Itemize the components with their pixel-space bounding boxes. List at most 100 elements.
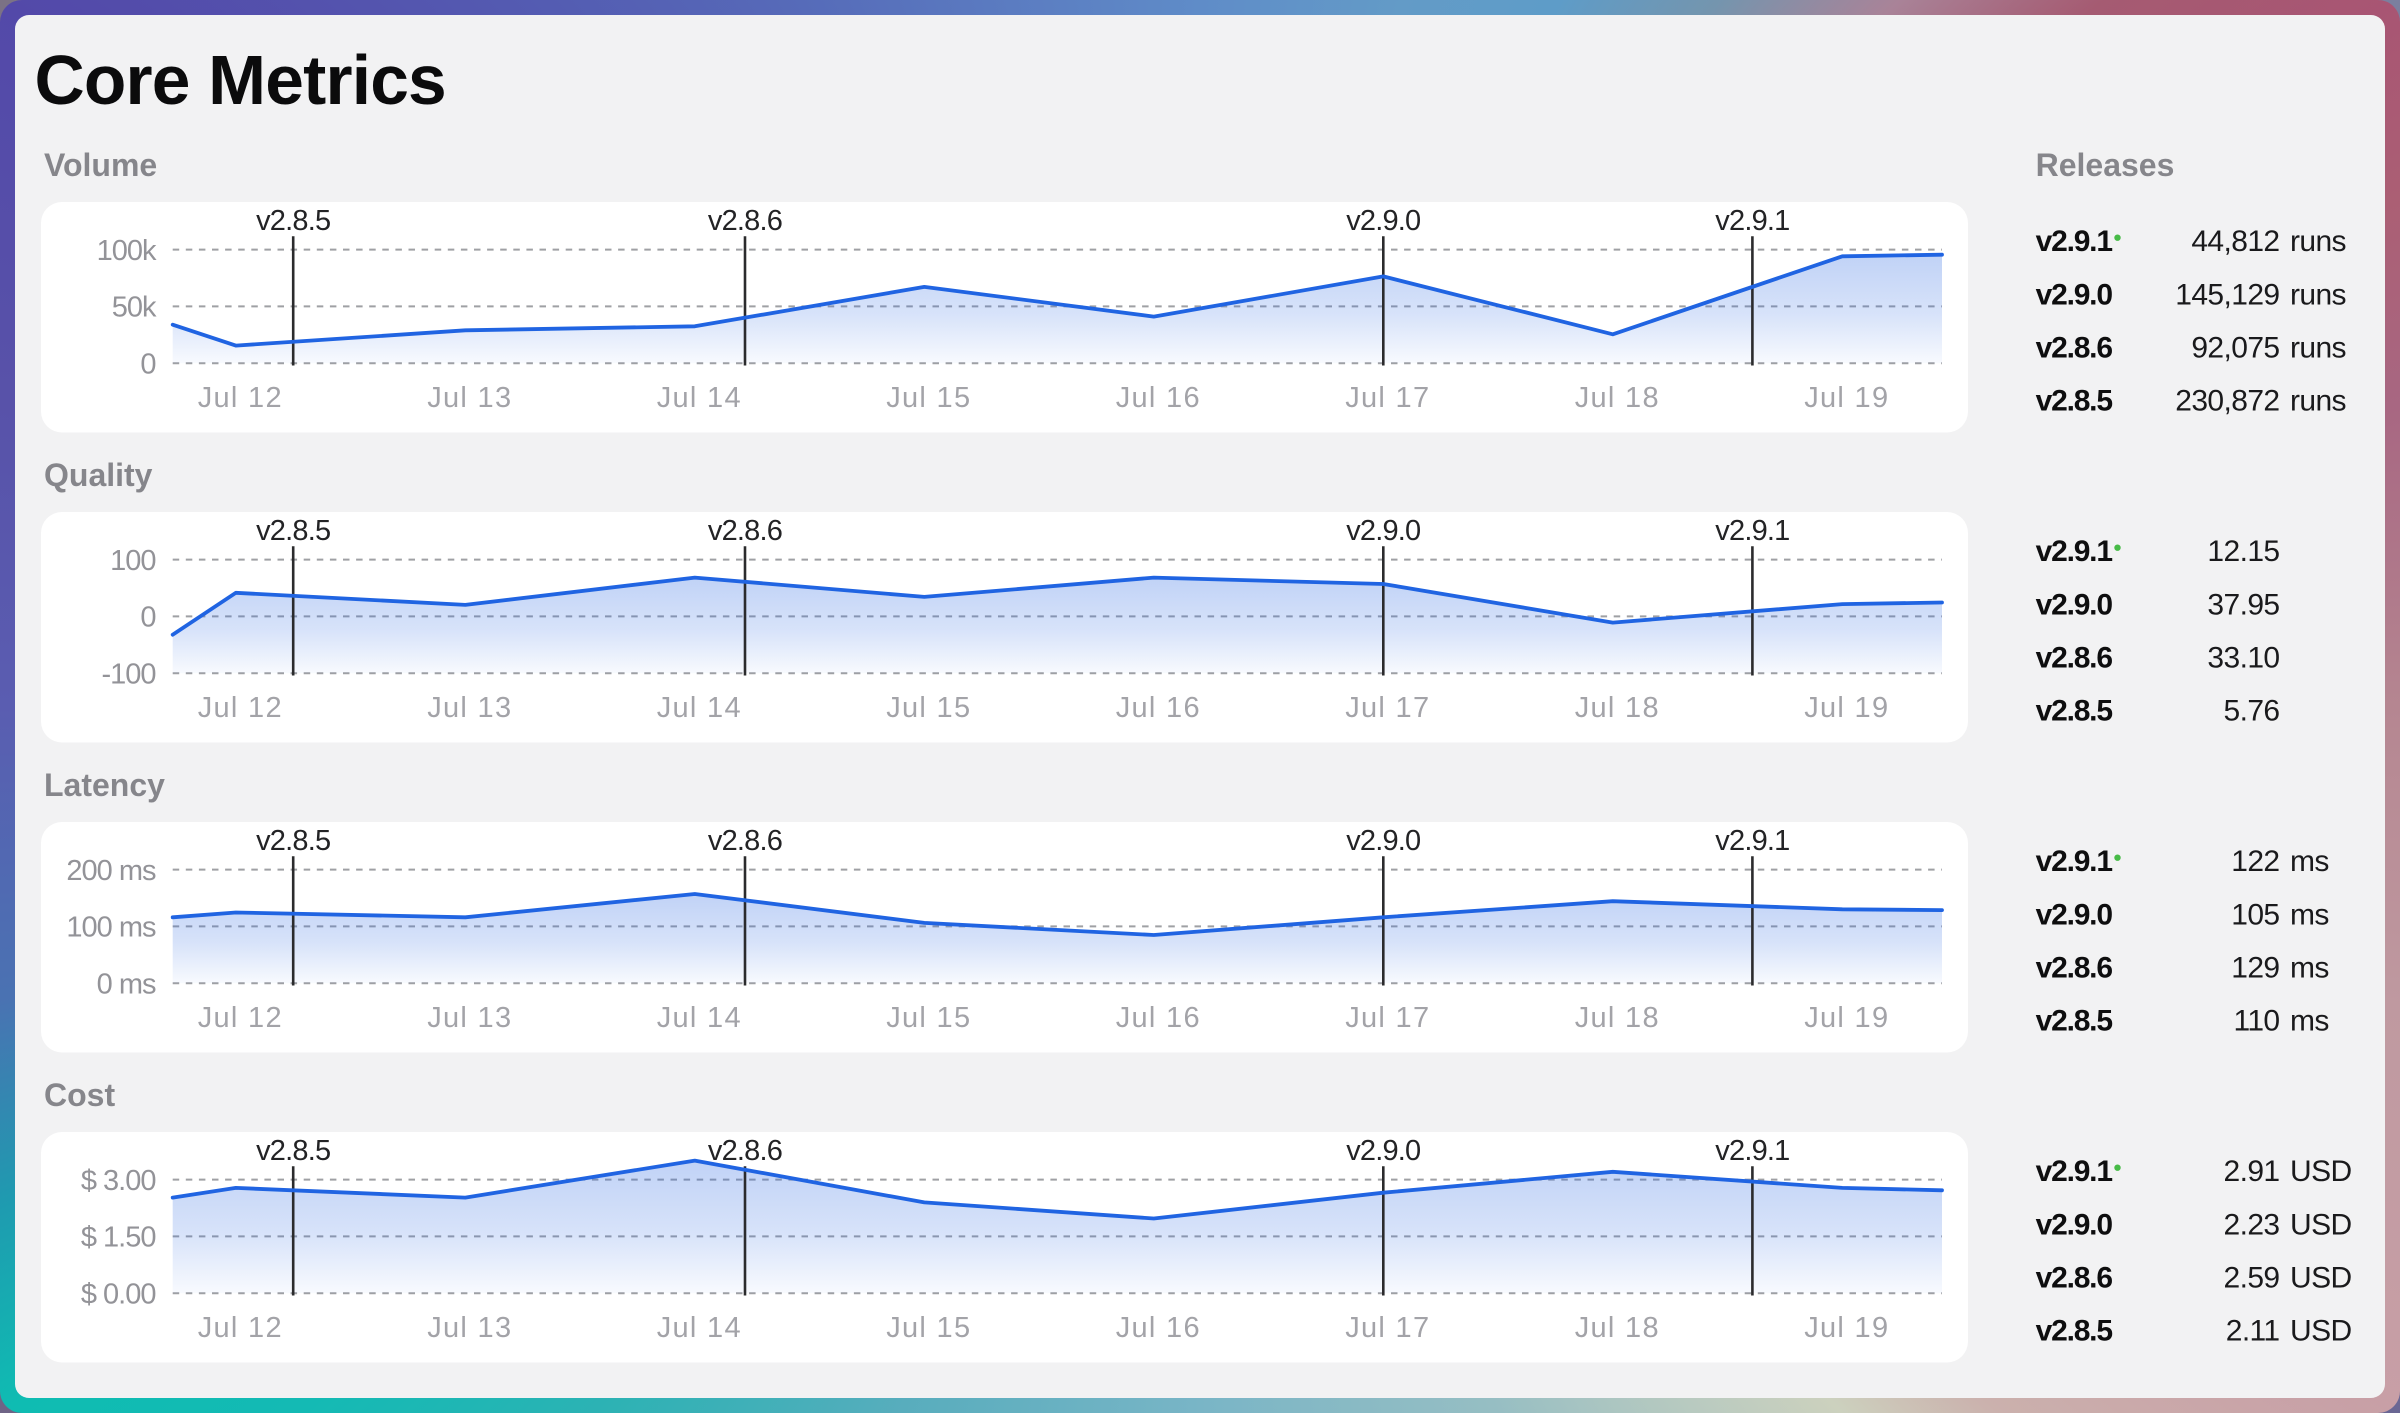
- svg-text:110: 110: [2233, 1005, 2279, 1038]
- svg-text:ms: ms: [2290, 1005, 2329, 1038]
- svg-text:Releases: Releases: [2036, 147, 2175, 183]
- svg-text:Jul 15: Jul 15: [886, 1312, 971, 1344]
- svg-text:v2.8.6: v2.8.6: [2036, 951, 2113, 984]
- svg-text:v2.9.1: v2.9.1: [1715, 1135, 1789, 1167]
- svg-text:Jul 17: Jul 17: [1345, 692, 1430, 724]
- svg-text:100k: 100k: [97, 235, 157, 267]
- svg-text:Jul 12: Jul 12: [198, 1312, 283, 1344]
- svg-text:0: 0: [140, 348, 155, 380]
- svg-text:$ 3.00: $ 3.00: [81, 1165, 156, 1197]
- svg-text:USD: USD: [2290, 1155, 2352, 1188]
- svg-text:v2.9.0: v2.9.0: [2036, 898, 2113, 931]
- svg-text:Jul 14: Jul 14: [657, 382, 742, 414]
- svg-text:USD: USD: [2290, 1208, 2352, 1241]
- svg-text:2.23: 2.23: [2224, 1208, 2280, 1241]
- svg-text:Jul 13: Jul 13: [427, 692, 512, 724]
- svg-text:230,872: 230,872: [2175, 385, 2279, 418]
- svg-text:USD: USD: [2290, 1315, 2352, 1348]
- svg-text:runs: runs: [2290, 385, 2346, 418]
- svg-text:v2.9.1: v2.9.1: [2036, 1155, 2113, 1188]
- svg-text:Jul 19: Jul 19: [1804, 692, 1889, 724]
- svg-text:v2.8.5: v2.8.5: [256, 1135, 330, 1167]
- svg-text:v2.9.1: v2.9.1: [1715, 515, 1789, 547]
- svg-text:Quality: Quality: [44, 457, 153, 493]
- svg-text:-100: -100: [101, 658, 155, 690]
- svg-text:runs: runs: [2290, 278, 2346, 311]
- svg-text:0: 0: [140, 602, 155, 634]
- svg-text:Jul 14: Jul 14: [657, 692, 742, 724]
- svg-text:v2.9.1: v2.9.1: [2036, 225, 2113, 258]
- svg-text:Core Metrics: Core Metrics: [35, 41, 446, 119]
- svg-text:Jul 16: Jul 16: [1116, 1312, 1201, 1344]
- svg-text:v2.8.5: v2.8.5: [256, 515, 330, 547]
- svg-text:v2.9.0: v2.9.0: [1346, 205, 1420, 237]
- svg-text:v2.9.0: v2.9.0: [1346, 1135, 1420, 1167]
- svg-text:v2.9.0: v2.9.0: [2036, 1208, 2113, 1241]
- svg-text:2.59: 2.59: [2224, 1261, 2280, 1294]
- svg-text:v2.8.5: v2.8.5: [256, 825, 330, 857]
- svg-text:Latency: Latency: [44, 767, 165, 803]
- svg-text:Jul 15: Jul 15: [886, 692, 971, 724]
- svg-text:Jul 17: Jul 17: [1345, 1002, 1430, 1034]
- svg-text:v2.9.1: v2.9.1: [2036, 535, 2113, 568]
- svg-text:v2.8.6: v2.8.6: [2036, 641, 2113, 674]
- svg-text:ms: ms: [2290, 951, 2329, 984]
- svg-text:USD: USD: [2290, 1261, 2352, 1294]
- svg-text:122: 122: [2231, 845, 2279, 878]
- svg-text:Jul 14: Jul 14: [657, 1312, 742, 1344]
- svg-text:92,075: 92,075: [2191, 331, 2279, 364]
- svg-text:129: 129: [2231, 951, 2279, 984]
- svg-text:v2.8.6: v2.8.6: [2036, 331, 2113, 364]
- svg-text:Jul 14: Jul 14: [657, 1002, 742, 1034]
- svg-text:v2.9.0: v2.9.0: [1346, 825, 1420, 857]
- svg-text:Jul 13: Jul 13: [427, 1312, 512, 1344]
- svg-text:v2.8.6: v2.8.6: [708, 515, 782, 547]
- svg-text:Jul 18: Jul 18: [1575, 1312, 1660, 1344]
- svg-text:v2.8.5: v2.8.5: [2036, 1315, 2113, 1348]
- svg-text:v2.8.5: v2.8.5: [2036, 695, 2113, 728]
- svg-text:Jul 19: Jul 19: [1804, 1312, 1889, 1344]
- svg-text:runs: runs: [2290, 331, 2346, 364]
- svg-text:Jul 19: Jul 19: [1804, 1002, 1889, 1034]
- svg-text:Jul 19: Jul 19: [1804, 382, 1889, 414]
- svg-text:105: 105: [2231, 898, 2279, 931]
- svg-text:Jul 16: Jul 16: [1116, 692, 1201, 724]
- svg-text:5.76: 5.76: [2224, 695, 2280, 728]
- svg-text:200 ms: 200 ms: [66, 855, 156, 887]
- svg-text:Jul 15: Jul 15: [886, 1002, 971, 1034]
- svg-text:v2.8.5: v2.8.5: [2036, 385, 2113, 418]
- svg-text:v2.8.6: v2.8.6: [708, 825, 782, 857]
- svg-text:44,812: 44,812: [2191, 225, 2279, 258]
- svg-text:Volume: Volume: [44, 147, 157, 183]
- svg-text:Cost: Cost: [44, 1077, 115, 1113]
- svg-text:2.11: 2.11: [2226, 1315, 2280, 1348]
- svg-text:Jul 16: Jul 16: [1116, 1002, 1201, 1034]
- svg-text:33.10: 33.10: [2207, 641, 2279, 674]
- svg-text:Jul 12: Jul 12: [198, 382, 283, 414]
- svg-text:v2.9.1: v2.9.1: [1715, 205, 1789, 237]
- svg-text:v2.9.1: v2.9.1: [1715, 825, 1789, 857]
- svg-text:ms: ms: [2290, 898, 2329, 931]
- svg-text:ms: ms: [2290, 845, 2329, 878]
- svg-text:Jul 16: Jul 16: [1116, 382, 1201, 414]
- svg-text:Jul 12: Jul 12: [198, 692, 283, 724]
- svg-text:0 ms: 0 ms: [97, 968, 156, 1000]
- svg-text:Jul 17: Jul 17: [1345, 1312, 1430, 1344]
- svg-text:v2.9.0: v2.9.0: [2036, 588, 2113, 621]
- svg-text:2.91: 2.91: [2224, 1155, 2280, 1188]
- svg-text:v2.8.5: v2.8.5: [256, 205, 330, 237]
- svg-text:Jul 17: Jul 17: [1345, 382, 1430, 414]
- svg-text:100 ms: 100 ms: [66, 912, 156, 944]
- svg-text:100: 100: [110, 545, 155, 577]
- svg-text:Jul 18: Jul 18: [1575, 382, 1660, 414]
- svg-text:v2.9.1: v2.9.1: [2036, 845, 2113, 878]
- svg-text:v2.8.6: v2.8.6: [2036, 1261, 2113, 1294]
- svg-text:v2.9.0: v2.9.0: [2036, 278, 2113, 311]
- svg-text:v2.8.6: v2.8.6: [708, 205, 782, 237]
- svg-text:Jul 18: Jul 18: [1575, 1002, 1660, 1034]
- svg-text:v2.8.5: v2.8.5: [2036, 1005, 2113, 1038]
- svg-text:runs: runs: [2290, 225, 2346, 258]
- svg-text:Jul 15: Jul 15: [886, 382, 971, 414]
- svg-text:Jul 13: Jul 13: [427, 1002, 512, 1034]
- svg-text:v2.8.6: v2.8.6: [708, 1135, 782, 1167]
